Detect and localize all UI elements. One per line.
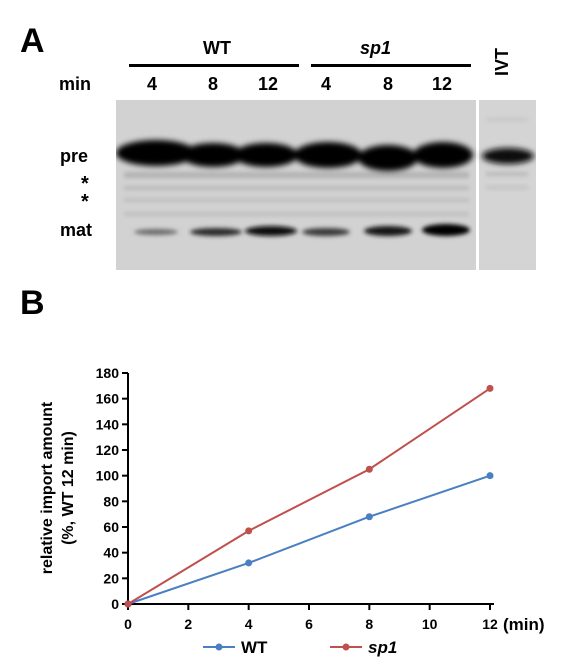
sp1-group-bracket — [311, 64, 471, 67]
mat-band-label: mat — [60, 220, 93, 240]
y-tick-label: 160 — [96, 391, 120, 407]
x-tick-label: 12 — [482, 616, 498, 632]
time-axis-label: min — [59, 74, 92, 94]
mat-band — [134, 229, 178, 235]
legend-marker — [342, 643, 350, 651]
asterisk-label: * — [81, 173, 89, 195]
mat-band — [364, 226, 412, 236]
ivt-pre-band — [482, 148, 534, 164]
series-line-sp1 — [127, 387, 491, 605]
lane-label: 4 — [147, 74, 158, 94]
y-tick-label: 140 — [96, 416, 120, 432]
y-tick-label: 180 — [96, 365, 120, 381]
data-point — [245, 559, 253, 567]
data-point — [124, 600, 132, 608]
x-axis-unit: (min) — [503, 615, 545, 634]
x-tick-label: 6 — [305, 616, 313, 632]
pre-band — [294, 142, 362, 168]
y-tick-label: 60 — [103, 519, 119, 535]
x-tick-label: 2 — [184, 616, 192, 632]
x-tick-label: 4 — [245, 616, 253, 632]
mat-band — [190, 228, 242, 236]
mat-band — [302, 228, 350, 236]
lane-label: 12 — [258, 74, 279, 94]
pre-band-label: pre — [60, 146, 89, 166]
y-tick-label: 100 — [96, 468, 120, 484]
x-tick-label: 8 — [365, 616, 373, 632]
gel-separator — [476, 100, 479, 270]
mat-band — [245, 226, 297, 236]
data-point — [245, 527, 253, 535]
lane-label: 12 — [432, 74, 453, 94]
y-tick-label: 120 — [96, 442, 120, 458]
wt-group-bracket — [129, 64, 299, 67]
pre-band — [116, 140, 196, 166]
panel-a-letter: A — [20, 22, 45, 60]
data-point — [486, 472, 494, 480]
pre-band — [358, 145, 418, 171]
wt-group-label: WT — [203, 38, 231, 58]
lane-label: 8 — [208, 74, 219, 94]
y-tick-label: 40 — [103, 545, 119, 561]
x-tick-label: 10 — [422, 616, 438, 632]
y-axis-title: relative import amount — [39, 401, 56, 574]
legend-marker — [215, 643, 223, 651]
y-axis-title-sub: (%, WT 12 min) — [60, 431, 77, 545]
lane-label: 8 — [383, 74, 394, 94]
legend-label: WT — [241, 638, 268, 657]
mat-band — [422, 224, 470, 236]
data-point — [365, 465, 373, 473]
gel-image — [116, 100, 536, 270]
data-point — [486, 384, 494, 392]
pre-band — [413, 142, 473, 168]
panel-b-letter: B — [20, 284, 45, 322]
y-tick-label: 0 — [111, 596, 119, 612]
gel-ivt-lane — [479, 100, 536, 270]
pre-band — [181, 143, 245, 167]
pre-band — [234, 143, 298, 167]
lane-label: 4 — [321, 74, 332, 94]
gel-main-lanes — [116, 100, 476, 270]
data-point — [365, 513, 373, 521]
legend-label: sp1 — [368, 638, 397, 657]
series-line-WT — [127, 474, 491, 605]
y-tick-label: 20 — [103, 570, 119, 586]
y-tick-label: 80 — [103, 493, 119, 509]
sp1-group-label: sp1 — [360, 38, 392, 58]
asterisk-label: * — [81, 191, 89, 213]
x-tick-label: 0 — [124, 616, 132, 632]
